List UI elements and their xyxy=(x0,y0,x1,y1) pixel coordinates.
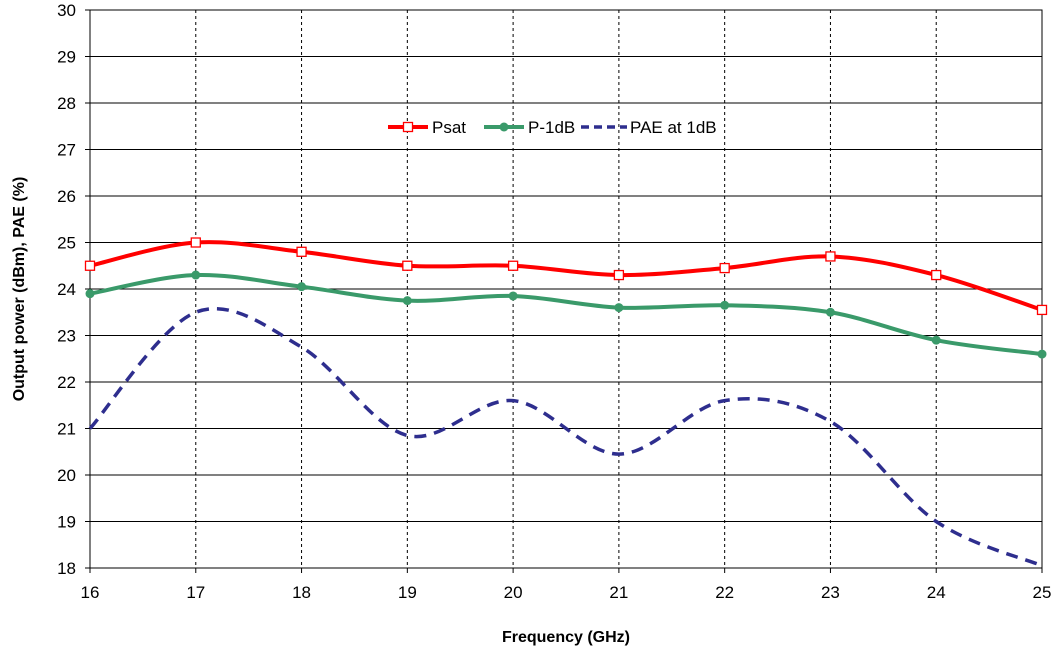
data-point-psat xyxy=(296,246,307,257)
data-point-psat xyxy=(719,262,730,274)
x-tick-label: 25 xyxy=(1033,583,1052,602)
x-tick-label: 21 xyxy=(609,583,628,602)
data-point-p-1db xyxy=(825,307,835,317)
x-tick-label: 19 xyxy=(398,583,417,602)
y-tick-label: 25 xyxy=(57,234,76,253)
x-axis-title: Frequency (GHz) xyxy=(502,629,630,646)
data-point-psat xyxy=(1036,304,1048,316)
data-point-p-1db xyxy=(191,270,201,280)
legend-marker-psat xyxy=(402,121,414,133)
series-line-psat xyxy=(89,240,1043,312)
x-tick-label: 22 xyxy=(715,583,734,602)
y-tick-label: 21 xyxy=(57,420,76,439)
legend-label-psat: Psat xyxy=(432,118,466,137)
y-axis-title: Output power (dBm), PAE (%) xyxy=(11,177,28,402)
y-tick-label: 30 xyxy=(57,1,76,20)
y-tick-label: 28 xyxy=(57,94,76,113)
x-tick-label: 16 xyxy=(81,583,100,602)
y-tick-label: 24 xyxy=(57,280,76,299)
x-tick-label: 23 xyxy=(821,583,840,602)
data-point-psat xyxy=(402,260,413,271)
series-line-p-1db xyxy=(89,272,1043,357)
series-line-pae-at-1db xyxy=(88,306,1043,568)
y-tick-label: 20 xyxy=(57,466,76,485)
y-tick-label: 27 xyxy=(57,141,76,160)
x-tick-label: 20 xyxy=(504,583,523,602)
data-point-p-1db xyxy=(508,291,518,301)
legend-label-pae-at-1db: PAE at 1dB xyxy=(630,118,717,137)
x-tick-label: 24 xyxy=(927,583,946,602)
data-point-p-1db xyxy=(297,282,307,292)
y-tick-label: 18 xyxy=(57,559,76,578)
data-point-p-1db xyxy=(720,300,730,310)
y-tick-label: 26 xyxy=(57,187,76,206)
data-point-p-1db xyxy=(402,296,412,306)
data-point-psat xyxy=(507,260,519,271)
series-group xyxy=(84,237,1048,568)
y-tick-label: 22 xyxy=(57,373,76,392)
data-point-p-1db xyxy=(614,303,624,313)
y-tick-label: 23 xyxy=(57,327,76,346)
data-point-psat xyxy=(190,237,201,248)
x-tick-label: 17 xyxy=(186,583,205,602)
legend-marker-p-1db xyxy=(499,122,509,132)
x-tick-label: 18 xyxy=(292,583,311,602)
data-point-p-1db xyxy=(931,335,941,345)
data-point-psat xyxy=(84,260,96,271)
legend-label-p-1db: P-1dB xyxy=(528,118,575,137)
data-point-p-1db xyxy=(1037,349,1047,359)
data-point-psat xyxy=(825,251,836,262)
grid xyxy=(85,9,1043,573)
tick-labels: 18 19 20 21 22 23 24 25 26 27 28 29 30 16 17 18 19 20 21 22… xyxy=(57,1,1051,602)
y-tick-label: 19 xyxy=(57,513,76,532)
data-point-p-1db xyxy=(85,289,95,299)
data-point-psat xyxy=(613,269,625,281)
legend: Psat P-1dB PAE at 1dB xyxy=(388,118,717,137)
y-tick-label: 29 xyxy=(57,48,76,67)
data-point-psat xyxy=(931,269,942,281)
